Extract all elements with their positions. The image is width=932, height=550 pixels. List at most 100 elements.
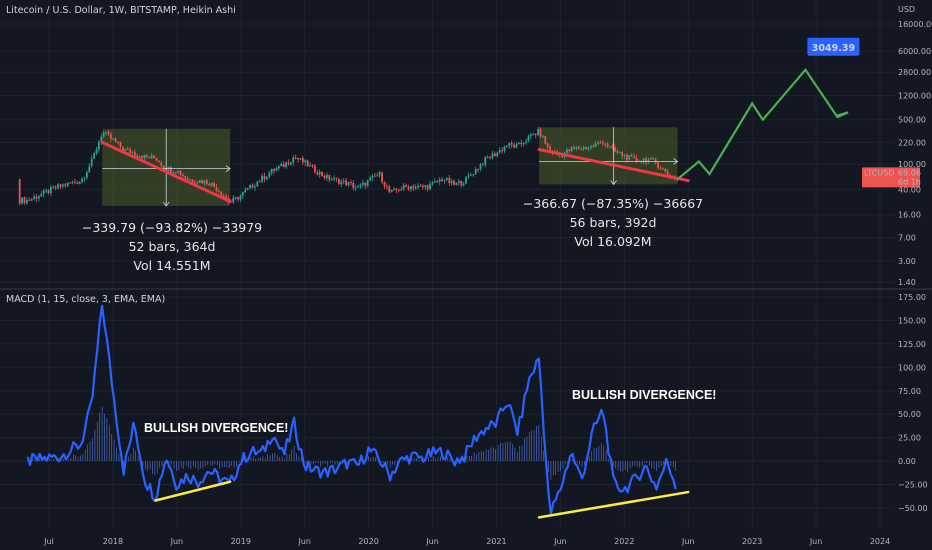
price-tick-label: 16.00 (898, 211, 921, 220)
candle-body (359, 184, 362, 187)
macd-title: MACD (1, 15, close, 3, EMA, EMA) (6, 294, 165, 305)
candle-body (625, 155, 628, 160)
candle-body (97, 141, 100, 150)
candle-body (664, 169, 667, 172)
candle-body (143, 154, 146, 159)
candle-body (304, 160, 307, 163)
candle-body (292, 157, 295, 163)
divergence-annotation-1: BULLISH DIVERGENCE! (144, 421, 288, 435)
candle-body (546, 143, 549, 147)
candle-body (37, 196, 40, 199)
candle-body (393, 188, 395, 190)
candle-body (539, 128, 542, 137)
candle-body (457, 181, 460, 183)
candle-body (395, 188, 398, 190)
candle-body (162, 165, 165, 169)
candle-body (630, 155, 633, 157)
candle-body (460, 181, 463, 186)
candle-body (402, 185, 405, 190)
candle-body (481, 164, 484, 166)
candle-body (405, 185, 407, 187)
candle-body (573, 147, 575, 149)
trendline-yellow-2[interactable] (537, 490, 690, 519)
measure-2-volume: Vol 16.092M (574, 234, 651, 249)
candle-body (349, 181, 352, 183)
candle-body (268, 172, 271, 177)
candle-body (76, 182, 79, 184)
time-tick-label: 2022 (614, 537, 634, 546)
candle-body (313, 165, 316, 173)
candle-body (486, 156, 489, 158)
price-tick-label: 16000.00 (898, 20, 932, 29)
price-value: 69.06 (898, 168, 921, 177)
candle-body (256, 181, 259, 187)
candle-body (253, 186, 256, 188)
candle-body (532, 134, 535, 136)
candle-body (301, 158, 304, 163)
candle-body (239, 195, 242, 200)
candle-body (124, 148, 127, 151)
trendline-red-1[interactable] (100, 140, 232, 203)
time-tick-label: 2019 (231, 537, 251, 546)
candle-body (73, 181, 76, 183)
candle-body (184, 176, 187, 179)
candle-body (544, 136, 547, 144)
trendline-yellow-1[interactable] (154, 480, 232, 502)
candle-body (599, 142, 602, 144)
projection-path[interactable] (676, 67, 849, 181)
candle-body (251, 184, 254, 188)
target-price-label[interactable]: 3049.39 (807, 37, 860, 56)
candle-body (371, 175, 374, 178)
candle-body (316, 172, 319, 175)
trendline-red-2[interactable] (537, 147, 690, 183)
candle-body (167, 167, 170, 172)
candle-body (78, 182, 81, 184)
candle-body (522, 143, 525, 145)
candle-body (503, 146, 506, 151)
candle-body (287, 162, 290, 165)
macd-axis[interactable]: 175.00 150.00 125.00 100.00 75.00 50.00 25.00 0… (898, 293, 928, 513)
candle-body (282, 163, 285, 168)
candle-body (645, 158, 647, 163)
candle-body (93, 153, 95, 159)
candle-body (347, 181, 350, 186)
price-symbol: LTCUSD (864, 168, 894, 177)
price-axis[interactable]: 16000.00 6000.00 2800.00 1200.00 500.00 220.0… (898, 20, 932, 287)
candle-body (508, 143, 511, 146)
candle-body (587, 147, 590, 149)
time-axis[interactable]: Jul 2018 Jun 2019 Jun 2020 Jun 2021 Jun 2022 Jun 20… (43, 537, 890, 546)
candle-body (309, 165, 311, 167)
candle-body (477, 169, 479, 171)
time-tick-label: Jun (809, 537, 823, 546)
candle-body (133, 152, 136, 156)
candle-body (534, 134, 537, 136)
candle-body (105, 132, 107, 134)
time-tick-label: Jul (43, 537, 54, 546)
candle-body (138, 156, 141, 158)
candle-body (345, 180, 347, 186)
candle-body (489, 157, 491, 159)
candle-body (205, 180, 208, 184)
candle-body (54, 187, 57, 189)
candle-body (285, 162, 287, 168)
candle-body (59, 184, 62, 187)
candle-body (541, 136, 544, 138)
candle-body (126, 148, 129, 150)
macd-tick-label: 175.00 (898, 293, 926, 302)
candle-body (594, 143, 597, 147)
measure-1-volume: Vol 14.551M (133, 258, 210, 273)
candle-body (179, 170, 182, 175)
candle-body (378, 172, 381, 176)
candle-body (318, 171, 321, 175)
candle-body (340, 181, 343, 185)
candle-body (609, 146, 611, 148)
candle-body (455, 182, 458, 186)
macd-tick-label: −50.00 (898, 504, 928, 513)
candle-body (196, 182, 199, 184)
candle-body (337, 178, 340, 185)
candle-body (597, 142, 599, 144)
currency-label: USD (898, 5, 915, 14)
candle-body (654, 159, 657, 163)
